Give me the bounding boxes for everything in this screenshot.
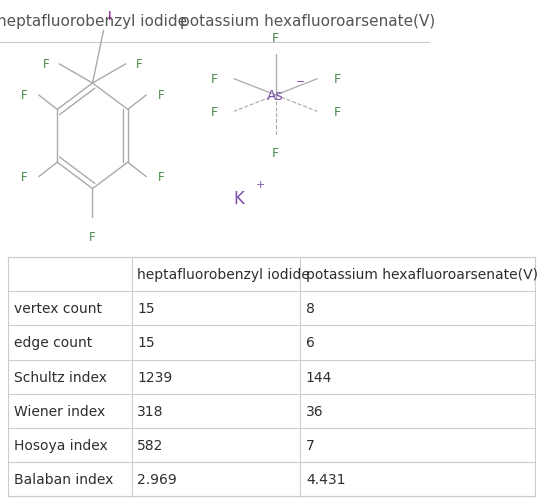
Text: 4.431: 4.431 bbox=[306, 472, 345, 486]
Text: 8: 8 bbox=[306, 302, 315, 316]
Text: +: + bbox=[256, 179, 266, 189]
Text: 1239: 1239 bbox=[137, 370, 173, 384]
Text: 36: 36 bbox=[306, 404, 324, 418]
Text: F: F bbox=[21, 171, 27, 184]
Text: F: F bbox=[333, 106, 340, 119]
Text: Hosoya index: Hosoya index bbox=[14, 438, 108, 452]
Text: F: F bbox=[211, 106, 218, 119]
Text: −: − bbox=[295, 77, 305, 87]
Text: F: F bbox=[333, 73, 340, 86]
Text: F: F bbox=[157, 171, 165, 184]
Text: Schultz index: Schultz index bbox=[14, 370, 106, 384]
Text: F: F bbox=[272, 147, 279, 160]
Text: 7: 7 bbox=[306, 438, 314, 452]
Text: F: F bbox=[89, 230, 96, 243]
Text: F: F bbox=[157, 89, 165, 102]
Text: F: F bbox=[21, 89, 27, 102]
Text: potassium hexafluoroarsenate(V): potassium hexafluoroarsenate(V) bbox=[306, 268, 538, 282]
Text: 318: 318 bbox=[137, 404, 164, 418]
Text: F: F bbox=[272, 32, 279, 45]
Text: 15: 15 bbox=[137, 302, 155, 316]
Text: F: F bbox=[43, 58, 49, 71]
Text: F: F bbox=[211, 73, 218, 86]
Text: K: K bbox=[233, 190, 244, 208]
Text: Wiener index: Wiener index bbox=[14, 404, 105, 418]
Text: Balaban index: Balaban index bbox=[14, 472, 113, 486]
Text: edge count: edge count bbox=[14, 336, 92, 350]
Text: 144: 144 bbox=[306, 370, 332, 384]
Text: As: As bbox=[267, 89, 284, 103]
Text: potassium hexafluoroarsenate(V): potassium hexafluoroarsenate(V) bbox=[180, 14, 435, 29]
Text: 15: 15 bbox=[137, 336, 155, 350]
Text: I: I bbox=[108, 11, 111, 23]
Text: heptafluorobenzyl iodide: heptafluorobenzyl iodide bbox=[0, 14, 187, 29]
Text: 6: 6 bbox=[306, 336, 315, 350]
Text: heptafluorobenzyl iodide: heptafluorobenzyl iodide bbox=[137, 268, 310, 282]
Text: F: F bbox=[135, 58, 142, 71]
Text: 582: 582 bbox=[137, 438, 164, 452]
Text: vertex count: vertex count bbox=[14, 302, 102, 316]
Text: 2.969: 2.969 bbox=[137, 472, 177, 486]
